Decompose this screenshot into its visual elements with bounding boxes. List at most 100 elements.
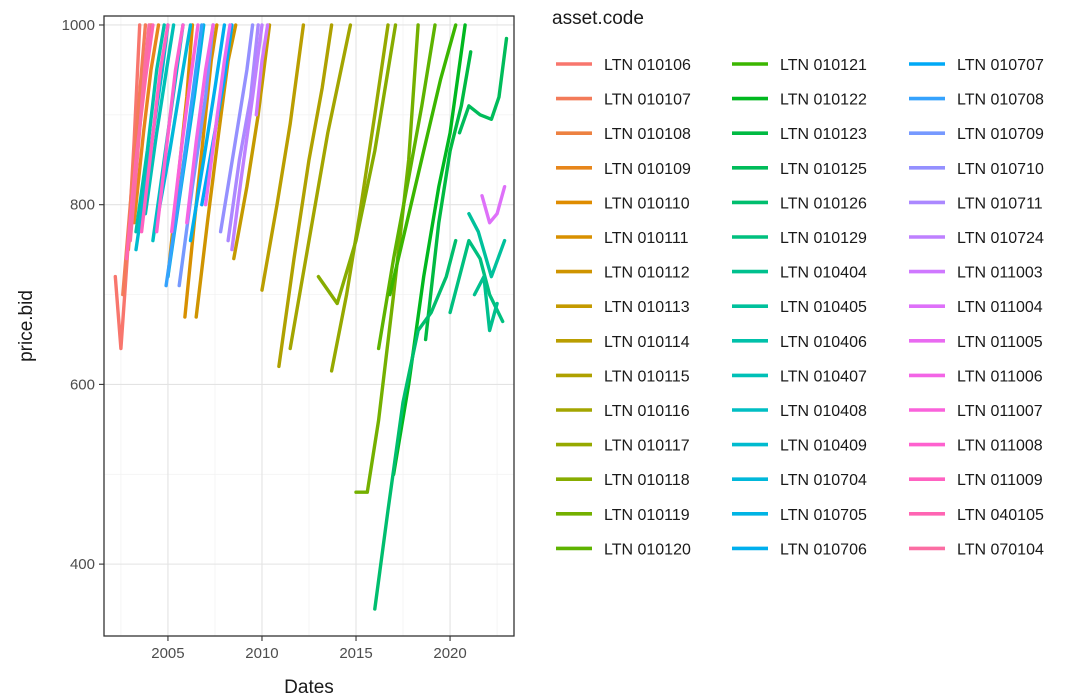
legend-item: LTN 011003 <box>909 265 1043 282</box>
legend-item: LTN 010406 <box>732 334 867 351</box>
legend-label: LTN 010406 <box>780 334 867 351</box>
legend-item: LTN 011008 <box>909 438 1043 455</box>
x-axis: 2005 2010 2015 2020 <box>151 636 467 662</box>
legend-label: LTN 010110 <box>604 195 690 212</box>
legend-label: LTN 010408 <box>780 403 867 420</box>
legend-item: LTN 010119 <box>556 507 690 524</box>
series-line <box>467 211 507 279</box>
legend-item: LTN 010405 <box>732 299 867 316</box>
legend-item: LTN 010114 <box>556 334 690 351</box>
legend-label: LTN 010407 <box>780 368 867 385</box>
legend-item: LTN 010122 <box>732 92 867 109</box>
series-line <box>232 23 272 261</box>
legend-label: LTN 011007 <box>957 403 1043 420</box>
series-line <box>388 23 458 297</box>
legend-item: LTN 010125 <box>732 161 867 178</box>
series-line <box>134 23 166 234</box>
legend-label: LTN 010118 <box>604 472 690 489</box>
y-axis: 400 600 800 1000 <box>62 17 104 573</box>
legend-label: LTN 010119 <box>604 507 690 524</box>
series-line <box>154 23 185 234</box>
series-line <box>128 23 151 243</box>
legend-item: LTN 011006 <box>909 368 1043 385</box>
series-line <box>203 23 232 207</box>
legend-item: LTN 011005 <box>909 334 1043 351</box>
y-tick-label: 600 <box>70 376 95 393</box>
legend-label: LTN 010122 <box>780 92 867 109</box>
legend-item: LTN 010108 <box>556 126 691 143</box>
legend-item: LTN 011009 <box>909 472 1043 489</box>
series-line <box>391 23 467 476</box>
legend-item: LTN 010404 <box>732 265 867 282</box>
legend-label: LTN 011006 <box>957 368 1043 385</box>
legend-label: LTN 010126 <box>780 195 867 212</box>
series-line <box>139 23 170 234</box>
legend-label: LTN 010116 <box>604 403 690 420</box>
series-line <box>423 50 473 342</box>
legend-label: LTN 010112 <box>604 265 690 282</box>
legend-item: LTN 010706 <box>732 541 867 558</box>
legend-item: LTN 010707 <box>909 57 1044 74</box>
legend-label: LTN 010405 <box>780 299 867 316</box>
legend-label: LTN 010710 <box>957 161 1044 178</box>
legend-label: LTN 070104 <box>957 541 1044 558</box>
legend-item: LTN 010118 <box>556 472 690 489</box>
legend-item: LTN 010407 <box>732 368 867 385</box>
legend-label: LTN 010120 <box>604 541 691 558</box>
legend-label: LTN 010111 <box>604 230 689 247</box>
legend-item: LTN 010120 <box>556 541 691 558</box>
series-line <box>316 23 398 306</box>
legend-item: LTN 010710 <box>909 161 1044 178</box>
series-line <box>183 23 219 319</box>
series-line <box>226 23 260 243</box>
x-tick-label: 2005 <box>151 645 184 662</box>
y-axis-title: price.bid <box>16 290 37 362</box>
series-line <box>277 23 334 369</box>
legend-item: LTN 010112 <box>556 265 690 282</box>
legend-label: LTN 010129 <box>780 230 867 247</box>
legend-label: LTN 011003 <box>957 265 1043 282</box>
legend-label: LTN 010711 <box>957 195 1043 212</box>
series-line <box>260 23 306 292</box>
y-tick-label: 1000 <box>62 17 95 34</box>
legend-label: LTN 010108 <box>604 126 691 143</box>
legend-label: LTN 010107 <box>604 92 691 109</box>
legend-item: LTN 010126 <box>732 195 867 212</box>
legend-label: LTN 010117 <box>604 438 690 455</box>
series-line <box>164 23 204 288</box>
legend-item: LTN 010121 <box>732 57 867 74</box>
legend-title: asset.code <box>552 8 644 29</box>
legend-item: LTN 010129 <box>732 230 867 247</box>
legend-label: LTN 010115 <box>604 368 690 385</box>
series-line <box>254 23 270 117</box>
legend-item: LTN 010111 <box>556 230 689 247</box>
legend-item: LTN 070104 <box>909 541 1044 558</box>
series-line <box>194 23 238 319</box>
legend-item: LTN 010705 <box>732 507 867 524</box>
series-line <box>288 23 353 351</box>
legend-item: LTN 010708 <box>909 92 1044 109</box>
legend-item: LTN 010106 <box>556 57 691 74</box>
legend-item: LTN 010711 <box>909 195 1043 212</box>
y-tick-label: 400 <box>70 556 95 573</box>
legend-label: LTN 011005 <box>957 334 1043 351</box>
legend-label: LTN 010704 <box>780 472 867 489</box>
legend-item: LTN 010724 <box>909 230 1044 247</box>
legend-label: LTN 010113 <box>604 299 690 316</box>
series-line <box>218 23 255 234</box>
legend-item: LTN 010107 <box>556 92 691 109</box>
x-axis-title: Dates <box>284 677 334 698</box>
legend-label: LTN 010709 <box>957 126 1044 143</box>
legend-item: LTN 011007 <box>909 403 1043 420</box>
legend-label: LTN 010109 <box>604 161 691 178</box>
series-line <box>185 23 215 225</box>
x-tick-label: 2015 <box>339 645 372 662</box>
legend-label: LTN 040105 <box>957 507 1044 524</box>
plot-border <box>103 15 515 637</box>
series-line <box>354 23 420 494</box>
legend-label: LTN 010121 <box>780 57 867 74</box>
series-line <box>480 184 507 225</box>
legend-item: LTN 010709 <box>909 126 1044 143</box>
legend-item: LTN 010109 <box>556 161 691 178</box>
